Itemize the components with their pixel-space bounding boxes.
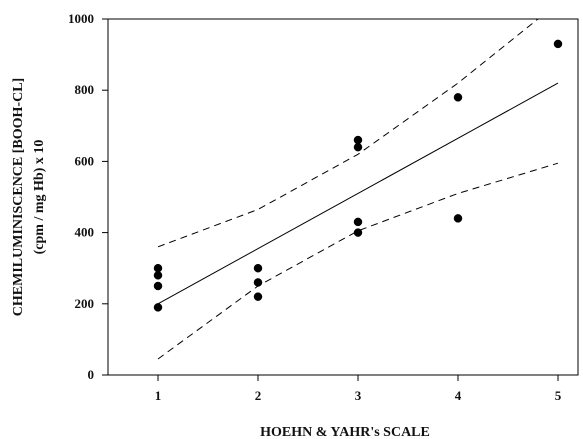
y-axis-label-line-1: CHEMILUMINISCENCE [BOOH-CL] [11, 78, 26, 316]
data-point-3 [154, 282, 162, 290]
y-tick-label: 600 [75, 153, 95, 168]
x-tick-label: 4 [455, 388, 462, 403]
data-point-6 [254, 278, 262, 286]
y-tick-label: 1000 [68, 11, 94, 26]
y-tick-label: 800 [75, 82, 95, 97]
plot-frame [108, 19, 578, 375]
data-point-1 [154, 264, 162, 272]
data-point-12 [454, 93, 462, 101]
x-tick-label: 3 [355, 388, 362, 403]
regression-line [158, 83, 558, 304]
points-layer [154, 40, 562, 311]
data-point-5 [254, 264, 262, 272]
data-point-10 [354, 218, 362, 226]
data-point-4 [154, 303, 162, 311]
regression-line-layer [158, 83, 558, 304]
upper-confidence-band [158, 19, 538, 247]
data-point-2 [154, 271, 162, 279]
confidence-bands-layer [158, 19, 558, 359]
data-point-8 [354, 136, 362, 144]
x-tick-label: 2 [255, 388, 262, 403]
y-tick-label: 400 [75, 225, 95, 240]
axes-layer: 0 200 400 600 800 1000 1 2 3 4 5 [68, 11, 578, 403]
y-tick-label: 200 [75, 296, 95, 311]
data-point-13 [454, 214, 462, 222]
lower-confidence-band [158, 163, 558, 359]
x-tick-label: 1 [155, 388, 162, 403]
data-point-14 [554, 40, 562, 48]
data-point-11 [354, 229, 362, 237]
data-point-9 [354, 143, 362, 151]
y-tick-label: 0 [88, 367, 95, 382]
x-tick-label: 5 [555, 388, 562, 403]
x-axis-label: HOEHN & YAHR's SCALE [260, 425, 430, 439]
y-axis-label-line-2: (cpm / mg Hb) x 10 [32, 140, 47, 255]
data-point-7 [254, 293, 262, 301]
